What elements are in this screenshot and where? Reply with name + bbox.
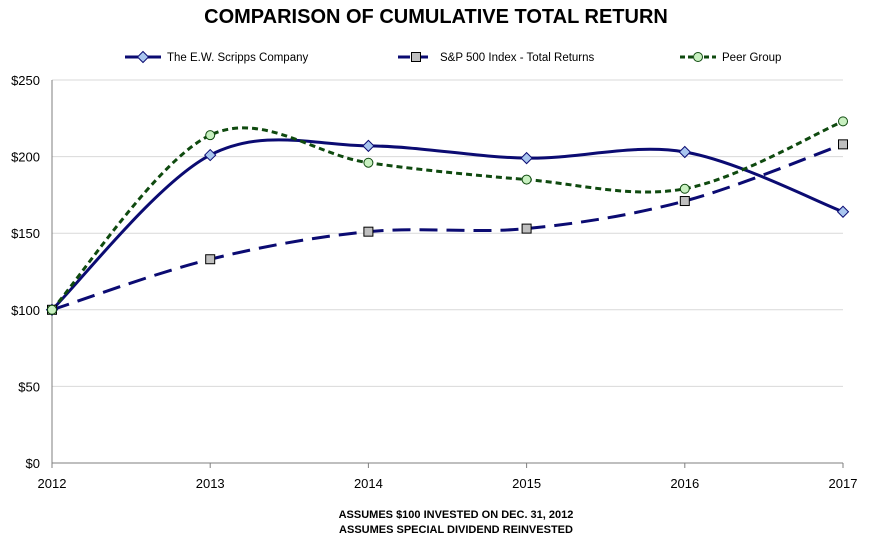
y-tick-label: $150 bbox=[11, 226, 40, 241]
y-tick-label: $100 bbox=[11, 303, 40, 318]
scripps-line bbox=[50, 138, 844, 311]
x-tick-label: 2015 bbox=[512, 476, 541, 491]
legend-label: Peer Group bbox=[722, 52, 781, 64]
peer-point bbox=[838, 116, 848, 127]
y-tick-label: $200 bbox=[11, 150, 40, 165]
axes: $0 $50 $100 $150 $200 $250 2012 2013 2014 2015 201… bbox=[11, 73, 857, 491]
gridlines bbox=[52, 79, 843, 387]
peer-point bbox=[363, 157, 374, 168]
x-tick-label: 2017 bbox=[829, 476, 858, 491]
x-tick-label: 2014 bbox=[354, 476, 383, 491]
legend-swatch-marker bbox=[411, 52, 421, 62]
scripps-point bbox=[678, 145, 692, 159]
footnote-dividend: ASSUMES SPECIAL DIVIDEND REINVESTED bbox=[339, 524, 573, 536]
series-lines bbox=[50, 119, 844, 312]
sp500-point bbox=[205, 254, 216, 265]
peer-line bbox=[50, 119, 844, 311]
y-tick-label: $250 bbox=[11, 73, 40, 88]
legend: The E.W. Scripps Company S&P 500 Index - … bbox=[125, 50, 781, 64]
scripps-point bbox=[836, 205, 850, 218]
chart-title: COMPARISON OF CUMULATIVE TOTAL RETURN bbox=[204, 6, 668, 28]
peer-point bbox=[47, 304, 57, 315]
peer-point bbox=[521, 174, 532, 185]
scripps-point bbox=[203, 148, 217, 162]
legend-label: The E.W. Scripps Company bbox=[167, 52, 308, 64]
x-tick-label: 2013 bbox=[196, 476, 225, 491]
legend-swatch-marker bbox=[136, 50, 150, 64]
sp500-point bbox=[838, 139, 848, 150]
scripps-point bbox=[362, 139, 375, 153]
sp500-point bbox=[679, 196, 690, 207]
peer-point bbox=[205, 130, 216, 141]
sp500-line bbox=[51, 142, 844, 312]
scripps-point bbox=[520, 151, 533, 165]
data-markers bbox=[45, 116, 850, 317]
y-tick-label: $0 bbox=[26, 456, 40, 471]
sp500-point bbox=[521, 223, 532, 234]
x-tick-label: 2012 bbox=[38, 476, 67, 491]
footnote-investment: ASSUMES $100 INVESTED ON DEC. 31, 2012 bbox=[338, 509, 574, 521]
peer-point bbox=[679, 183, 690, 194]
sp500-point bbox=[363, 226, 374, 237]
legend-label: S&P 500 Index - Total Returns bbox=[440, 52, 595, 64]
y-tick-label: $50 bbox=[18, 379, 40, 394]
legend-swatch-marker bbox=[693, 52, 703, 62]
x-tick-label: 2016 bbox=[670, 476, 699, 491]
